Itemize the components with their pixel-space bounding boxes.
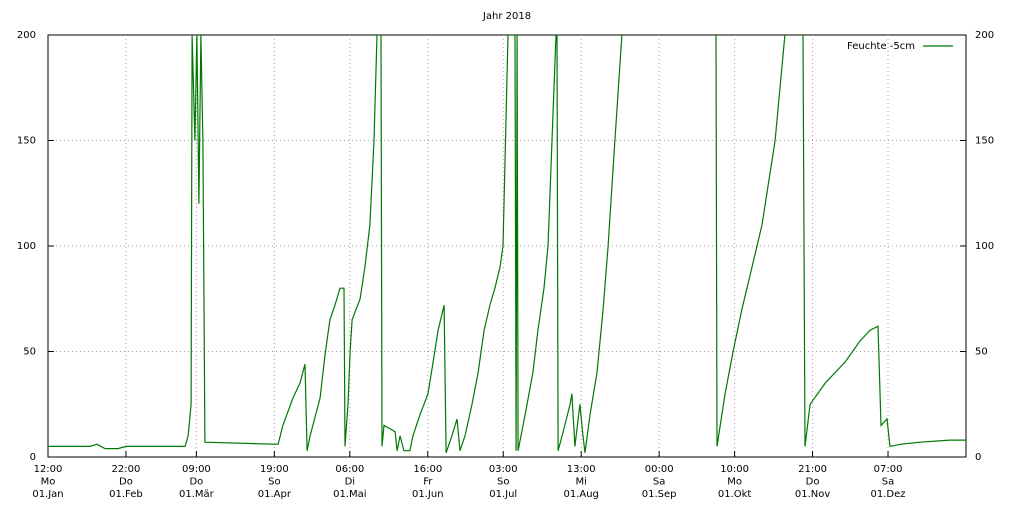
x-tick-label: 01.Aug bbox=[563, 489, 598, 500]
x-tick-label: 01.Okt bbox=[718, 489, 752, 500]
x-tick-label: Mo bbox=[41, 477, 56, 488]
x-tick-label: 01.Jul bbox=[489, 489, 517, 500]
x-tick-label: 01.Mär bbox=[179, 489, 215, 500]
x-tick-label: Mi bbox=[575, 477, 586, 488]
x-tick-label: Sa bbox=[882, 477, 894, 488]
data-line bbox=[802, 35, 966, 448]
x-tick-label: 22:00 bbox=[112, 464, 141, 475]
x-tick-label: So bbox=[268, 477, 280, 488]
x-tick-label: 03:00 bbox=[489, 464, 518, 475]
y-tick-label: 100 bbox=[17, 241, 36, 252]
y2-tick-label: 150 bbox=[975, 136, 994, 147]
x-tick-label: 00:00 bbox=[645, 464, 674, 475]
x-tick-label: 19:00 bbox=[260, 464, 289, 475]
x-tick-label: 09:00 bbox=[182, 464, 211, 475]
x-tick-label: 21:00 bbox=[798, 464, 827, 475]
x-tick-label: Fr bbox=[423, 477, 433, 488]
x-tick-label: 01.Jun bbox=[412, 489, 444, 500]
y-tick-label: 150 bbox=[17, 136, 36, 147]
x-tick-label: 01.Jan bbox=[32, 489, 63, 500]
x-tick-label: 12:00 bbox=[34, 464, 63, 475]
y2-tick-label: 200 bbox=[975, 30, 994, 41]
y2-tick-label: 100 bbox=[975, 241, 994, 252]
x-tick-label: Mo bbox=[727, 477, 742, 488]
y2-tick-label: 0 bbox=[975, 452, 981, 463]
x-tick-label: 01.Apr bbox=[258, 489, 292, 500]
x-tick-label: 10:00 bbox=[720, 464, 749, 475]
x-tick-label: 06:00 bbox=[335, 464, 364, 475]
x-tick-label: 13:00 bbox=[567, 464, 596, 475]
x-tick-label: So bbox=[497, 477, 509, 488]
x-tick-label: 16:00 bbox=[413, 464, 442, 475]
x-tick-label: 01.Dez bbox=[871, 489, 906, 500]
x-tick-label: Sa bbox=[653, 477, 665, 488]
x-tick-label: Di bbox=[345, 477, 355, 488]
x-tick-label: Do bbox=[119, 477, 133, 488]
legend-label: Feuchte -5cm bbox=[847, 41, 915, 52]
x-tick-label: 07:00 bbox=[874, 464, 903, 475]
x-tick-label: Do bbox=[806, 477, 820, 488]
x-tick-label: 01.Feb bbox=[109, 489, 143, 500]
x-tick-label: 01.Mai bbox=[333, 489, 366, 500]
data-line bbox=[48, 35, 623, 453]
y-tick-label: 50 bbox=[23, 347, 36, 358]
data-line bbox=[715, 35, 786, 447]
y-tick-label: 200 bbox=[17, 30, 36, 41]
y-tick-label: 0 bbox=[30, 452, 36, 463]
x-tick-label: 01.Nov bbox=[795, 489, 831, 500]
x-tick-label: Do bbox=[189, 477, 203, 488]
x-tick-label: 01.Sep bbox=[642, 489, 677, 500]
chart-title: Jahr 2018 bbox=[482, 11, 531, 22]
y2-tick-label: 50 bbox=[975, 347, 988, 358]
